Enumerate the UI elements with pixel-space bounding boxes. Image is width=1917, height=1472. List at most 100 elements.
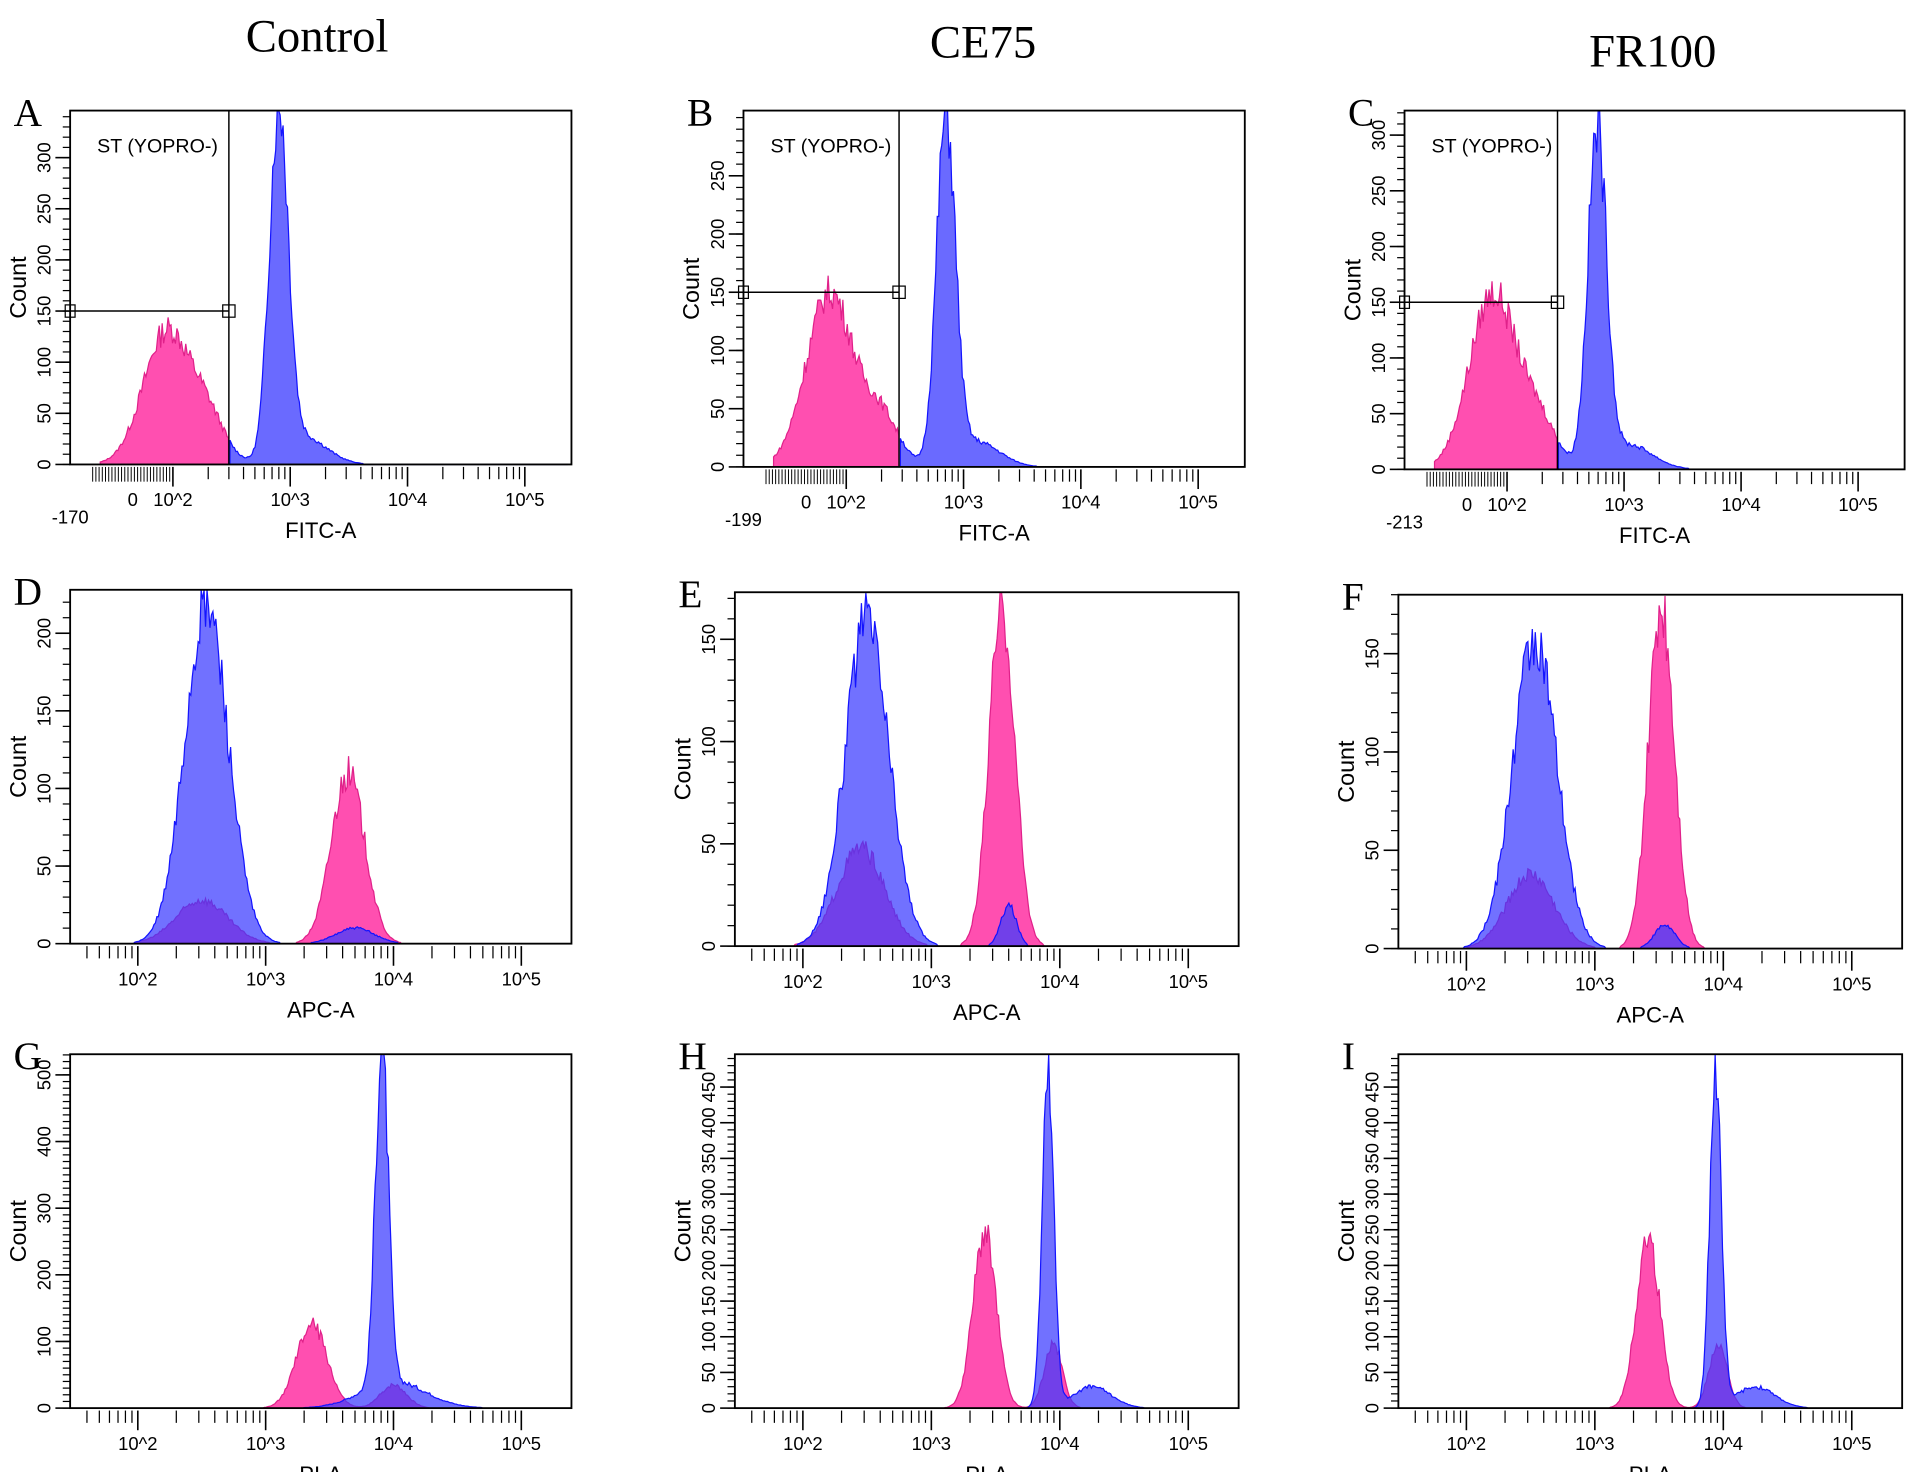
y-tick-label: 200 (1368, 231, 1389, 262)
x-tick-label: 10^5 (1832, 973, 1871, 994)
x-tick-label: 10^2 (1487, 494, 1526, 515)
gate-label: ST (YOPRO-) (771, 135, 892, 157)
x-tick-label: 10^2 (1447, 1433, 1486, 1454)
y-tick-label: 400 (33, 1126, 54, 1157)
histogram-blue (229, 109, 568, 466)
y-tick-label: 150 (1362, 638, 1383, 669)
y-tick-label: 0 (698, 1403, 719, 1413)
y-tick-label: 150 (1362, 1286, 1383, 1317)
panel-G: 0 100 200 300 400 500 Count 10^2 10^3 10^4 10^5 PI-… (5, 1034, 573, 1472)
panel-letter: H (678, 1034, 706, 1078)
histogram-pink (1433, 281, 1558, 470)
x-tick-label: 10^3 (912, 971, 951, 992)
histogram-pink (80, 756, 569, 945)
histogram-pink (744, 1224, 1236, 1409)
y-tick-label: 150 (698, 624, 719, 655)
y-tick-label: 200 (33, 1259, 54, 1290)
panel-I: 0 50 100 150 200 250 300 350 400 450 Count 10^2 10^3… (1333, 1034, 1904, 1472)
y-tick-label: 300 (698, 1179, 719, 1210)
x-tick-label: 10^5 (505, 489, 544, 510)
x-tick-label: 10^3 (246, 968, 285, 989)
gate-handle-right (1550, 295, 1565, 309)
y-tick-label: 50 (707, 398, 728, 418)
x-tick-label: 10^4 (1704, 973, 1743, 994)
y-tick-label: 100 (1362, 1321, 1383, 1352)
gate-handle-right (222, 304, 236, 318)
y-tick-label: 200 (707, 219, 728, 250)
column-title-control: Control (246, 11, 389, 63)
x-axis-label: FITC-A (285, 518, 356, 543)
x-tick-label: 10^4 (1704, 1433, 1743, 1454)
y-tick-label: 0 (1368, 464, 1389, 474)
x-tick-label: 10^4 (1040, 971, 1079, 992)
y-tick-label: 0 (698, 941, 719, 951)
y-tick-label: 250 (698, 1214, 719, 1245)
y-tick-label: 100 (698, 1321, 719, 1352)
y-tick-label: 150 (33, 296, 54, 327)
y-tick-label: 0 (1362, 943, 1383, 953)
x-tick-label: 10^4 (374, 1433, 413, 1454)
plot-frame (69, 588, 573, 945)
x-tick-label: 10^3 (1575, 1433, 1614, 1454)
x-tick-label: 10^2 (827, 492, 866, 513)
x-axis-label: FITC-A (1619, 523, 1690, 548)
y-tick-label: 200 (698, 1250, 719, 1281)
x-tick-label: 10^3 (246, 1433, 285, 1454)
y-tick-label: 100 (698, 726, 719, 757)
panel-letter: G (14, 1034, 42, 1078)
y-tick-label: 200 (33, 245, 54, 276)
y-axis-label: Count (1333, 740, 1359, 803)
y-axis-label: Count (5, 256, 31, 319)
y-tick-label: 250 (1368, 175, 1389, 206)
y-tick-label: 100 (707, 335, 728, 366)
histogram-pink (99, 317, 230, 466)
y-tick-label: 450 (1362, 1072, 1383, 1103)
y-tick-label: 50 (1362, 840, 1383, 861)
x-axis-label: APC-A (953, 1000, 1021, 1025)
histogram-blue (899, 109, 1241, 468)
plot-frame (1403, 109, 1906, 471)
y-tick-label: 100 (33, 773, 54, 804)
panel-letter: E (678, 572, 702, 616)
y-tick-label: 50 (1368, 403, 1389, 423)
y-tick-label: 250 (707, 160, 728, 191)
x-tick-label: 0 (128, 489, 138, 510)
y-tick-label: 50 (33, 403, 54, 424)
y-tick-label: 250 (1362, 1214, 1383, 1245)
histogram-pink (744, 591, 1236, 947)
panel-letter: F (1342, 574, 1364, 618)
y-tick-label: 300 (33, 1193, 54, 1224)
y-axis-label: Count (670, 738, 696, 801)
y-tick-label: 350 (1362, 1143, 1383, 1174)
y-tick-label: 0 (33, 939, 54, 949)
column-title-ce75: CE75 (930, 17, 1036, 69)
x-axis-label: PI-A (299, 1462, 342, 1472)
x-tick-label: 10^2 (783, 971, 822, 992)
y-tick-label: 250 (33, 193, 54, 224)
y-axis-label: Count (1333, 1200, 1359, 1263)
x-tick-label: 10^5 (1832, 1433, 1871, 1454)
panel-E: 0 50 100 150 Count 10^2 10^3 10^4 10^5 APC-A E (670, 572, 1240, 1025)
plot-frame (69, 109, 573, 466)
x-tick-label: 10^2 (118, 1433, 157, 1454)
y-tick-label: 50 (1362, 1362, 1383, 1383)
x-tick-label: 10^4 (1040, 1433, 1079, 1454)
x-axis-label: FITC-A (959, 521, 1030, 546)
x-tick-label: 10^5 (502, 968, 541, 989)
y-tick-label: 300 (33, 142, 54, 173)
x-tick-label: -199 (725, 509, 762, 530)
plot-frame (742, 109, 1246, 468)
x-tick-label: 0 (801, 492, 811, 513)
plot-frame (733, 591, 1240, 948)
y-tick-label: 0 (33, 1403, 54, 1413)
x-axis-label: PI-A (1629, 1462, 1672, 1472)
x-tick-label: 10^5 (1169, 971, 1208, 992)
x-axis-label: PI-A (965, 1462, 1008, 1472)
x-tick-label: 10^4 (374, 968, 413, 989)
column-title-fr100: FR100 (1589, 25, 1716, 77)
y-tick-label: 300 (1362, 1179, 1383, 1210)
y-tick-label: 0 (33, 459, 54, 469)
x-tick-label: 10^3 (912, 1433, 951, 1454)
